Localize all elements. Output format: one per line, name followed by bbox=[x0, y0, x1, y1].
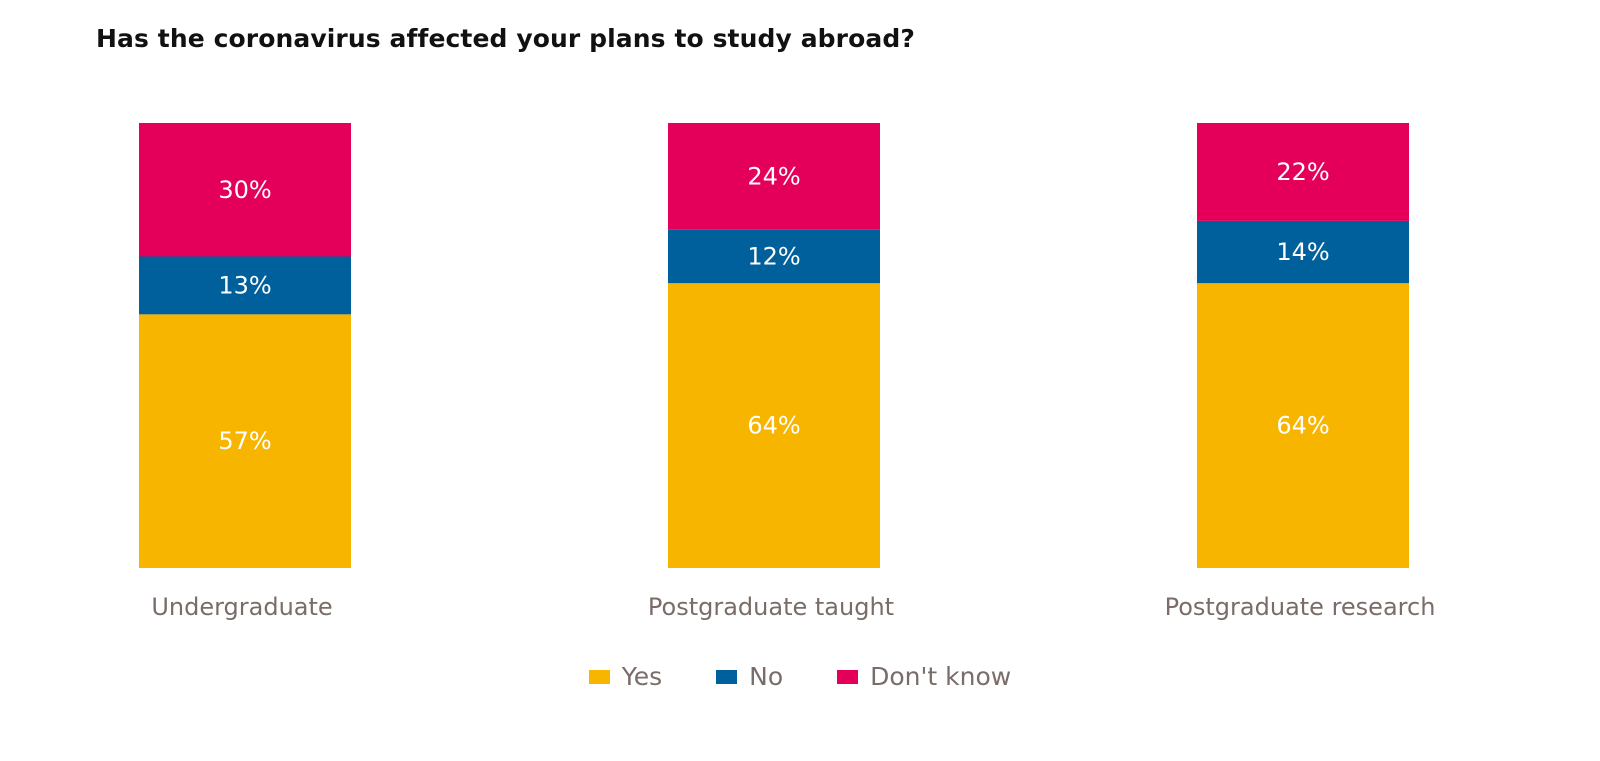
legend-swatch-dont-know bbox=[837, 669, 859, 684]
category-label-undergraduate: Undergraduate bbox=[151, 593, 332, 621]
bar-postgraduate-taught-yes bbox=[668, 283, 880, 568]
chart-title: Has the coronavirus affected your plans … bbox=[96, 24, 915, 53]
data-label-undergraduate-yes: 57% bbox=[218, 427, 271, 455]
bar-undergraduate-don-t-know bbox=[139, 123, 351, 257]
category-label-postgraduate-taught: Postgraduate taught bbox=[648, 593, 894, 621]
bar-undergraduate-yes bbox=[139, 314, 351, 568]
legend-item-dont-know: Don't know bbox=[837, 662, 1011, 691]
legend-swatch-yes bbox=[588, 669, 610, 684]
legend-item-no: No bbox=[716, 662, 783, 691]
data-label-postgraduate-research-no: 14% bbox=[1276, 238, 1329, 266]
data-label-postgraduate-research-don-t-know: 22% bbox=[1276, 158, 1329, 186]
data-label-postgraduate-taught-yes: 64% bbox=[747, 412, 800, 440]
bar-postgraduate-research-yes bbox=[1197, 283, 1409, 568]
bar-postgraduate-taught-no bbox=[668, 229, 880, 284]
data-label-postgraduate-taught-no: 12% bbox=[747, 243, 800, 271]
legend-swatch-no bbox=[716, 669, 738, 684]
bar-postgraduate-taught-don-t-know bbox=[668, 123, 880, 230]
legend-label-yes: Yes bbox=[621, 662, 663, 691]
data-label-undergraduate-no: 13% bbox=[218, 271, 271, 299]
bar-undergraduate-no bbox=[139, 256, 351, 315]
legend-item-yes: Yes bbox=[588, 662, 663, 691]
data-label-undergraduate-don-t-know: 30% bbox=[218, 176, 271, 204]
data-label-postgraduate-research-yes: 64% bbox=[1276, 412, 1329, 440]
chart-legend: Yes No Don't know bbox=[0, 662, 1600, 691]
category-label-postgraduate-research: Postgraduate research bbox=[1165, 593, 1436, 621]
legend-label-no: No bbox=[749, 662, 784, 691]
bar-postgraduate-research-no bbox=[1197, 220, 1409, 284]
bar-postgraduate-research-don-t-know bbox=[1197, 123, 1409, 221]
legend-label-dont-know: Don't know bbox=[870, 662, 1012, 691]
data-label-postgraduate-taught-don-t-know: 24% bbox=[747, 162, 800, 190]
